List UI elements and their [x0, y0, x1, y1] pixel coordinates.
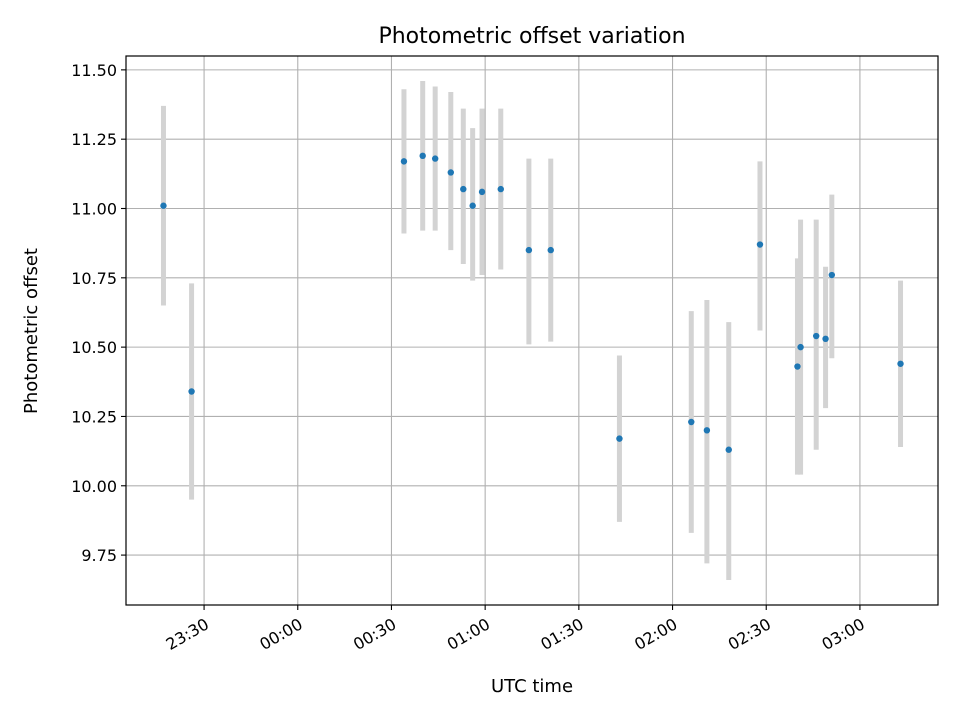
data-point	[525, 246, 533, 254]
data-point	[478, 188, 486, 196]
data-point	[431, 155, 439, 162]
y-tick-label: 9.75	[81, 546, 117, 565]
y-axis-label: Photometric offset	[21, 248, 42, 414]
y-tick-label: 10.25	[71, 407, 117, 426]
data-point	[822, 335, 829, 343]
data-point	[447, 169, 454, 176]
data-point	[725, 446, 732, 453]
data-point	[400, 158, 408, 165]
data-point	[813, 332, 820, 340]
data-point	[460, 185, 467, 193]
data-point	[547, 246, 554, 254]
data-point	[616, 435, 623, 442]
y-tick-label: 10.50	[71, 338, 117, 357]
data-point	[160, 202, 167, 209]
data-points	[160, 152, 904, 453]
data-point	[703, 427, 711, 434]
y-tick-label: 11.00	[71, 200, 117, 219]
data-point	[497, 185, 504, 193]
data-point	[419, 152, 426, 160]
y-tick-label: 10.00	[71, 477, 117, 496]
plot-area-frame	[125, 55, 939, 606]
data-point	[469, 202, 476, 209]
chart-title: Photometric offset variation	[378, 24, 685, 49]
data-point	[188, 388, 195, 395]
y-tick-label: 11.50	[71, 61, 117, 80]
data-point	[897, 360, 904, 367]
data-point	[797, 343, 804, 351]
data-point	[794, 363, 801, 370]
data-point	[688, 418, 695, 426]
y-axis-ticks: 9.75 10.00 10.25 10.50 10.75 11.00 11.25 11.50	[71, 61, 126, 565]
data-point	[756, 241, 764, 248]
data-point	[828, 271, 836, 279]
y-tick-label: 10.75	[71, 269, 117, 288]
x-axis-label: UTC time	[491, 676, 573, 697]
y-tick-label: 11.25	[71, 130, 117, 149]
